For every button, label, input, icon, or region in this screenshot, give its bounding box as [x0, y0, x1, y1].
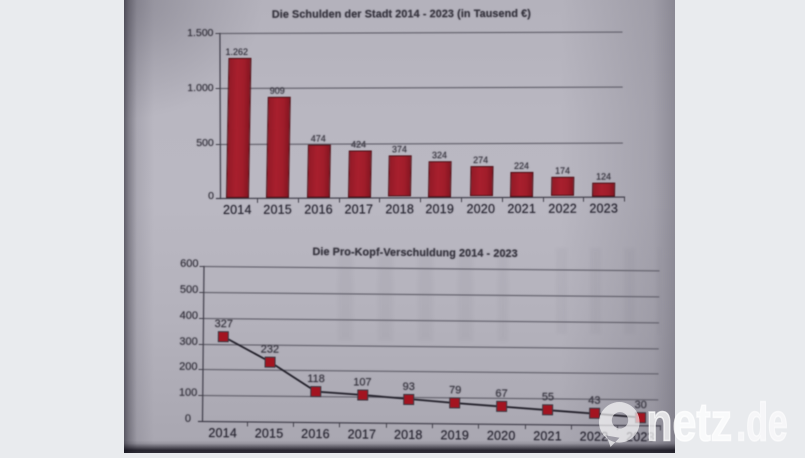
svg-text:netz: netz — [646, 396, 732, 452]
svg-text:.de: .de — [736, 396, 788, 452]
